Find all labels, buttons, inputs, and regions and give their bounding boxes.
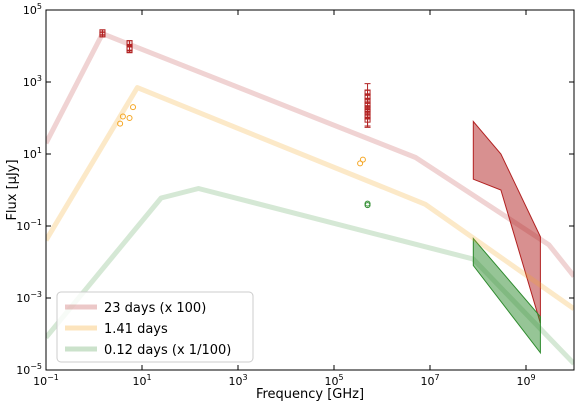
model-line — [46, 186, 574, 366]
y-axis-label: Flux [μJy] — [5, 159, 20, 220]
y-tick-label: 101 — [23, 146, 42, 161]
y-axis-ticks: 10−5 10−3 10−1 101 103 105 — [16, 2, 574, 377]
data-point — [126, 46, 133, 53]
data-points — [99, 29, 371, 209]
data-point — [126, 115, 133, 121]
data-point — [117, 120, 124, 127]
legend-label: 0.12 days (x 1/100) — [104, 343, 231, 358]
error-bands — [472, 120, 541, 355]
model-line — [46, 31, 574, 278]
y-tick-label: 10−3 — [16, 290, 42, 305]
x-tick-label: 107 — [420, 373, 439, 388]
model-line — [46, 85, 574, 311]
x-tick-label: 105 — [324, 373, 343, 388]
data-point — [359, 156, 366, 163]
data-point — [99, 31, 106, 38]
x-axis-label: Frequency [GHz] — [256, 387, 364, 402]
x-axis-ticks: 10−1 101 103 105 107 109 — [33, 10, 536, 388]
data-point — [364, 116, 371, 123]
plot-frame — [45, 9, 575, 371]
x-tick-label: 101 — [132, 373, 151, 388]
data-point — [130, 104, 137, 111]
x-tick-label: 103 — [228, 373, 247, 388]
y-tick-label: 105 — [23, 2, 42, 17]
data-point — [364, 202, 371, 209]
model-lines — [46, 31, 574, 366]
y-tick-label: 10−5 — [16, 362, 42, 377]
legend-label: 23 days (x 100) — [104, 301, 206, 316]
y-tick-label: 10−1 — [16, 218, 42, 233]
x-tick-label: 109 — [516, 373, 535, 388]
legend: 23 days (x 100) 1.41 days 0.12 days (x 1/1… — [56, 291, 254, 363]
error-band — [472, 237, 541, 355]
legend-box — [56, 291, 254, 363]
data-point — [119, 113, 126, 120]
y-tick-label: 103 — [23, 74, 42, 89]
x-tick-label: 10−1 — [33, 373, 59, 388]
data-point — [357, 160, 364, 167]
legend-label: 1.41 days — [104, 322, 168, 337]
